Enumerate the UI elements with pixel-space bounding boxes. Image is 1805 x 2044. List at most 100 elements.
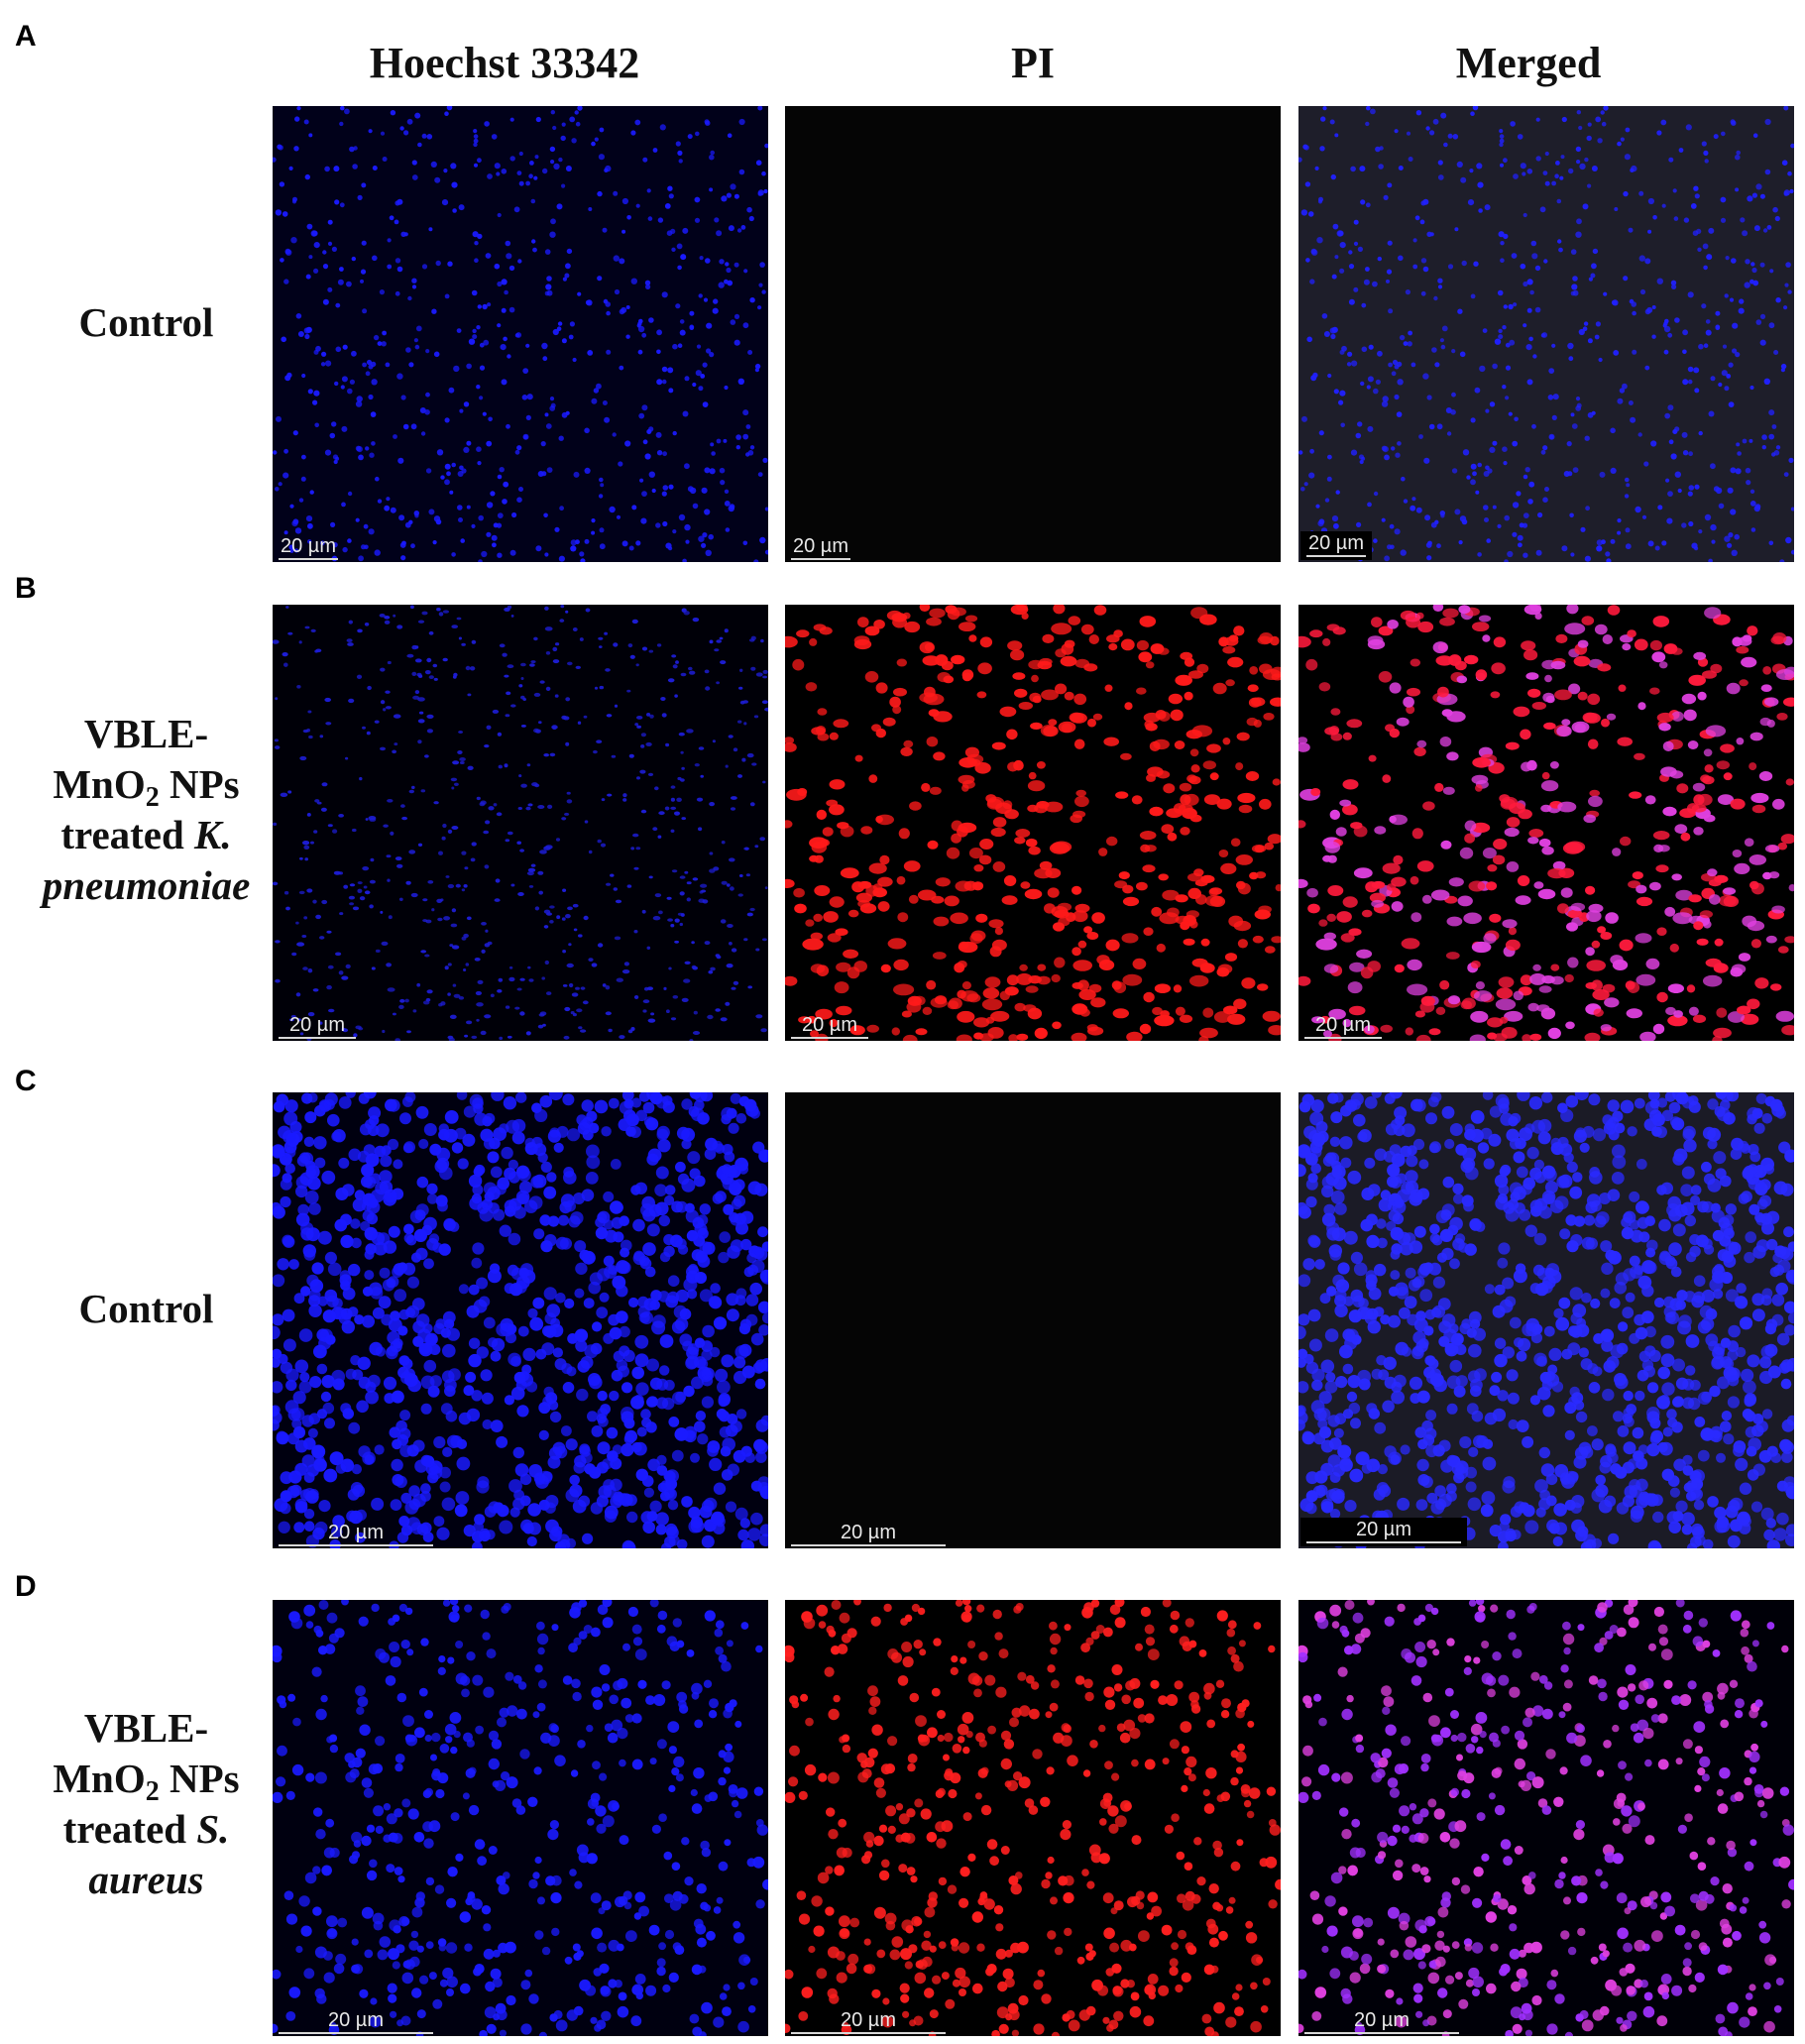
cell-dot xyxy=(625,1126,636,1137)
cell-dot xyxy=(979,636,993,648)
cell-dot xyxy=(550,1317,561,1328)
cell-dot xyxy=(1480,1504,1494,1518)
cell-dot xyxy=(309,1376,322,1389)
cell-dot xyxy=(662,1095,673,1106)
cell-dot xyxy=(1502,325,1507,330)
cell-dot xyxy=(1396,1287,1410,1300)
cell-dot xyxy=(1407,341,1412,347)
cell-dot xyxy=(466,1408,481,1422)
cell-dot xyxy=(1735,187,1740,192)
cell-dot xyxy=(575,121,581,127)
cell-field xyxy=(785,106,1281,562)
cell-dot xyxy=(1658,661,1668,669)
cell-dot xyxy=(1271,936,1281,944)
cell-dot xyxy=(575,986,580,990)
cell-dot xyxy=(429,1375,442,1388)
cell-dot xyxy=(308,1289,321,1302)
cell-dot xyxy=(704,669,710,674)
cell-dot xyxy=(1395,452,1401,458)
cell-dot xyxy=(692,877,699,881)
cell-dot xyxy=(666,1009,670,1013)
cell-dot xyxy=(374,549,381,556)
cell-dot xyxy=(377,341,383,346)
cell-dot xyxy=(1641,1359,1654,1371)
cell-dot xyxy=(578,934,583,938)
cell-dot xyxy=(427,1193,438,1204)
cell-dot xyxy=(642,1101,655,1114)
cell-dot xyxy=(1685,1365,1696,1376)
cell-dot xyxy=(1657,505,1663,511)
cell-dot xyxy=(1544,151,1549,157)
cell-dot xyxy=(1454,509,1461,515)
cell-dot xyxy=(538,1429,549,1440)
cell-dot xyxy=(1498,334,1504,340)
cell-dot xyxy=(323,1468,338,1483)
cell-dot xyxy=(1664,1311,1676,1323)
cell-dot xyxy=(1390,544,1395,550)
cell-dot xyxy=(690,1516,703,1529)
cell-dot xyxy=(351,1237,362,1249)
cell-dot xyxy=(716,438,722,444)
cell-dot xyxy=(1061,723,1072,734)
cell-dot xyxy=(354,1314,365,1325)
cell-dot xyxy=(1122,973,1143,986)
cell-dot xyxy=(478,514,484,521)
cell-dot xyxy=(1316,237,1323,244)
cell-dot xyxy=(688,666,693,671)
cell-dot xyxy=(1489,1385,1501,1397)
cell-dot xyxy=(544,412,549,417)
cell-dot xyxy=(1535,549,1542,556)
cell-dot xyxy=(1470,479,1476,486)
cell-dot xyxy=(893,687,907,697)
cell-dot xyxy=(1735,352,1741,358)
cell-dot xyxy=(1329,1136,1341,1147)
cell-dot xyxy=(994,927,1003,936)
cell-dot xyxy=(698,746,705,750)
cell-dot xyxy=(1672,429,1678,434)
cell-dot xyxy=(418,674,423,678)
cell-dot xyxy=(1397,379,1404,386)
cell-dot xyxy=(1367,638,1386,650)
cell-dot xyxy=(902,612,911,620)
cell-dot xyxy=(679,319,685,324)
cell-dot xyxy=(1502,1346,1515,1359)
cell-dot xyxy=(1436,423,1443,430)
cell-dot xyxy=(340,1234,354,1248)
cell-dot xyxy=(502,499,508,505)
cell-dot xyxy=(1466,1327,1477,1338)
cell-dot xyxy=(802,938,824,951)
cell-dot xyxy=(873,620,885,629)
cell-dot xyxy=(1523,323,1527,328)
cell-dot xyxy=(380,910,384,914)
cell-dot xyxy=(1609,1298,1621,1308)
cell-dot xyxy=(317,1296,328,1306)
cell-dot xyxy=(1499,134,1505,139)
cell-dot xyxy=(680,778,685,782)
cell-dot xyxy=(387,264,393,270)
cell-dot xyxy=(370,1173,381,1185)
cell-dot xyxy=(348,1263,361,1277)
cell-dot xyxy=(1630,416,1636,423)
cell-dot xyxy=(554,694,559,698)
cell-dot xyxy=(1713,1289,1724,1300)
cell-dot xyxy=(1530,1332,1542,1344)
cell-dot xyxy=(1225,679,1235,687)
image-c-pi: 20 µm xyxy=(785,1092,1281,1548)
cell-dot xyxy=(1072,947,1081,957)
cell-dot xyxy=(499,467,505,473)
cell-dot xyxy=(1298,1325,1306,1340)
cell-dot xyxy=(1556,1175,1570,1189)
cell-dot xyxy=(1775,445,1781,450)
cell-dot xyxy=(463,968,467,971)
cell-dot xyxy=(300,1221,314,1235)
cell-dot xyxy=(682,410,689,417)
cell-dot xyxy=(1740,217,1746,223)
cell-dot xyxy=(561,917,566,921)
cell-dot xyxy=(537,1024,544,1029)
cell-dot xyxy=(1567,342,1574,350)
cell-dot xyxy=(1573,655,1591,667)
cell-dot xyxy=(1580,1358,1593,1371)
cell-dot xyxy=(1410,505,1416,511)
cell-dot xyxy=(1634,752,1645,760)
cell-dot xyxy=(1318,919,1328,927)
